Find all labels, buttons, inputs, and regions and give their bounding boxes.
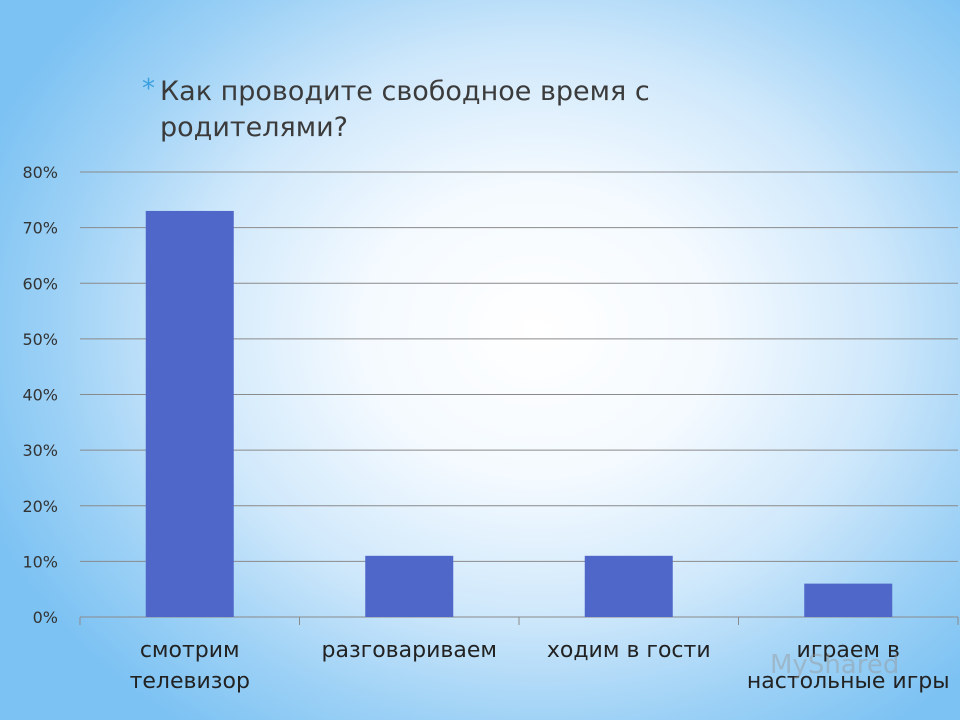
- x-category-label: смотрим телевизор: [130, 638, 250, 694]
- y-tick-label: 50%: [22, 330, 58, 349]
- x-category-label: разговариваем: [322, 638, 497, 663]
- x-category-label: играем в настольные игры: [747, 638, 950, 694]
- bar: [145, 210, 234, 617]
- watermark-logo: MyShared: [770, 650, 900, 680]
- y-tick-label: 40%: [22, 386, 58, 405]
- y-tick-label: 0%: [33, 608, 58, 627]
- bar: [804, 583, 893, 617]
- y-tick-label: 80%: [22, 163, 58, 182]
- y-tick-label: 10%: [22, 552, 58, 571]
- y-tick-label: 20%: [22, 497, 58, 516]
- bullet-star-icon: *: [142, 74, 155, 104]
- bar: [365, 555, 454, 617]
- x-category-label: ходим в гости: [547, 638, 711, 663]
- y-tick-label: 60%: [22, 274, 58, 293]
- slide-title: * Как проводите свободное время с родите…: [142, 74, 720, 146]
- slide-title-text: Как проводите свободное время с родителя…: [160, 76, 650, 143]
- bar: [584, 555, 673, 617]
- y-tick-label: 30%: [22, 441, 58, 460]
- y-tick-label: 70%: [22, 219, 58, 238]
